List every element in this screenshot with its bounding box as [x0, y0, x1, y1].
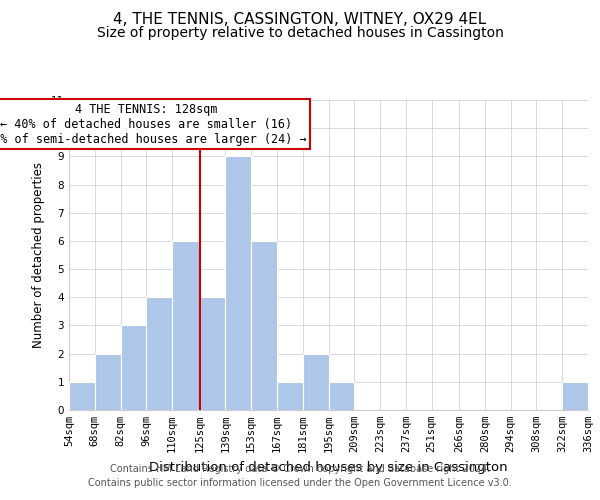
Bar — [277, 382, 303, 410]
Text: Contains HM Land Registry data © Crown copyright and database right 2024.
Contai: Contains HM Land Registry data © Crown c… — [88, 464, 512, 487]
Text: 4, THE TENNIS, CASSINGTON, WITNEY, OX29 4EL: 4, THE TENNIS, CASSINGTON, WITNEY, OX29 … — [113, 12, 487, 28]
Bar — [329, 382, 354, 410]
Y-axis label: Number of detached properties: Number of detached properties — [32, 162, 46, 348]
Bar — [226, 156, 251, 410]
Bar — [200, 298, 226, 410]
Bar — [121, 326, 146, 410]
Bar — [172, 241, 200, 410]
Text: Size of property relative to detached houses in Cassington: Size of property relative to detached ho… — [97, 26, 503, 40]
Bar — [95, 354, 121, 410]
Bar — [251, 241, 277, 410]
Text: 4 THE TENNIS: 128sqm
← 40% of detached houses are smaller (16)
60% of semi-detac: 4 THE TENNIS: 128sqm ← 40% of detached h… — [0, 103, 307, 146]
Bar — [146, 298, 172, 410]
Bar — [303, 354, 329, 410]
X-axis label: Distribution of detached houses by size in Cassington: Distribution of detached houses by size … — [149, 460, 508, 473]
Bar — [562, 382, 588, 410]
Bar — [69, 382, 95, 410]
